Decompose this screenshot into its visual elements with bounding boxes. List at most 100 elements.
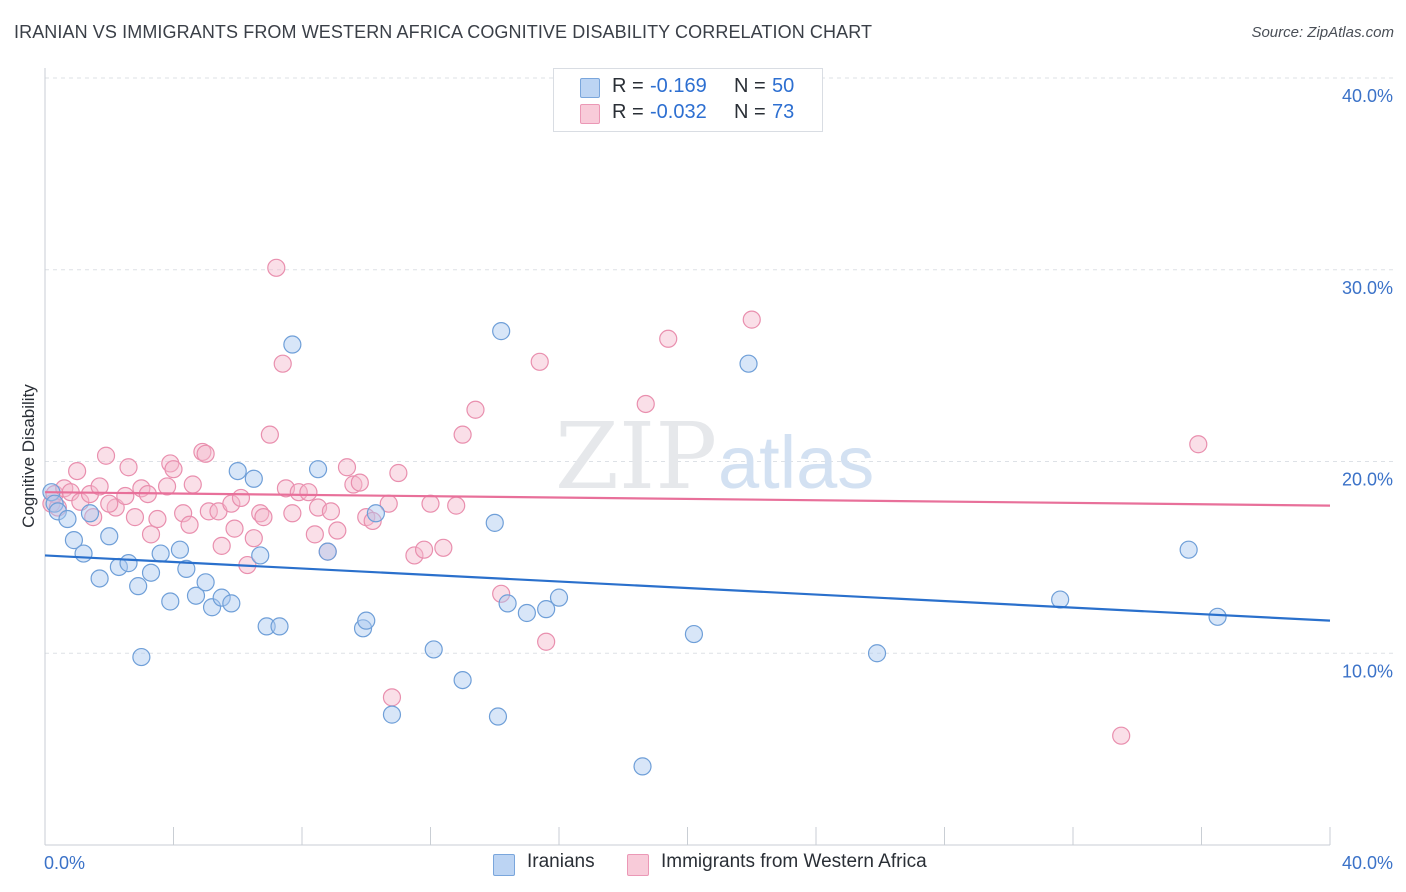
- iranian-point: [202, 598, 222, 617]
- western-africa-point: [337, 458, 357, 477]
- x-tick-label: 0.0%: [44, 853, 85, 873]
- western-africa-point: [90, 477, 109, 496]
- iranian-point: [257, 617, 276, 636]
- iranian-point: [251, 546, 270, 565]
- western-africa-point: [742, 310, 761, 329]
- iranian-point: [270, 617, 289, 636]
- western-africa-point: [199, 502, 218, 521]
- watermark: ZIP atlas: [555, 403, 874, 510]
- iranians-trend-line: [44, 554, 1331, 622]
- iranian-point: [1051, 590, 1070, 609]
- iranian-point: [244, 469, 263, 488]
- western-africa-point: [196, 444, 215, 463]
- legend-r-label: R =: [612, 101, 644, 123]
- iranian-point: [196, 573, 215, 592]
- legend-label-iranians: Iranians: [527, 851, 595, 872]
- western-africa-point: [119, 458, 138, 477]
- western-africa-point: [273, 354, 292, 373]
- iranian-point: [867, 644, 887, 663]
- iranian-point: [186, 586, 206, 605]
- western-africa-point: [434, 538, 453, 557]
- iranian-point: [537, 600, 556, 619]
- western-africa-point: [466, 400, 485, 419]
- western-africa-point: [212, 536, 231, 555]
- western-africa-point: [447, 496, 466, 515]
- iranian-point: [119, 554, 138, 573]
- western-africa-point: [148, 509, 167, 529]
- western-africa-point: [183, 475, 202, 494]
- legend-label-western-africa: Immigrants from Western Africa: [661, 851, 927, 872]
- legend-n-value: 73: [772, 101, 795, 123]
- iranian-point: [308, 460, 328, 479]
- y-tick-label: 30.0%: [1342, 278, 1393, 298]
- western-africa-point: [161, 454, 180, 473]
- western-africa-point: [96, 446, 116, 465]
- iranian-point: [177, 559, 196, 578]
- legend-swatch-blue: [493, 854, 515, 876]
- legend-r-label: R =: [612, 75, 644, 97]
- western-africa-point: [389, 463, 408, 483]
- western-africa-point: [80, 484, 100, 504]
- iranian-point: [424, 640, 443, 659]
- western-africa-point: [244, 529, 263, 548]
- western-africa-point: [344, 475, 363, 494]
- iranian-point: [382, 705, 402, 724]
- western-africa-point: [289, 483, 308, 502]
- iranian-point: [151, 544, 170, 563]
- watermark-atlas: atlas: [718, 421, 874, 504]
- iranian-point: [453, 670, 472, 690]
- iranian-point: [212, 588, 231, 607]
- iranian-point: [488, 707, 508, 726]
- western-africa-point: [260, 425, 279, 444]
- western-africa-point: [537, 632, 556, 651]
- western-africa-point: [421, 494, 440, 513]
- iranian-point: [318, 542, 337, 561]
- iranian-point: [129, 577, 148, 596]
- iranian-point: [1179, 540, 1198, 559]
- iranian-point: [549, 588, 569, 607]
- correlation-legend: R = -0.169 N = 50 R = -0.032 N = 73: [553, 68, 823, 132]
- western-africa-point: [193, 442, 212, 462]
- iranian-point: [485, 513, 504, 532]
- western-africa-point: [157, 477, 177, 496]
- western-africa-point: [453, 425, 472, 444]
- western-africa-point: [382, 688, 402, 707]
- legend-swatch-pink: [580, 104, 600, 124]
- western-africa-point: [225, 519, 244, 538]
- iranian-point: [739, 354, 758, 373]
- iranian-point: [132, 647, 151, 667]
- y-tick-label: 10.0%: [1342, 661, 1393, 681]
- western-africa-point: [350, 473, 369, 492]
- iranian-point: [228, 461, 247, 481]
- iranian-point: [283, 335, 302, 354]
- western-africa-point: [321, 502, 341, 521]
- western-africa-point: [164, 460, 183, 479]
- western-africa-point: [299, 483, 318, 502]
- iranian-point: [498, 594, 517, 613]
- western-africa-point: [254, 508, 273, 527]
- western-africa-point: [116, 486, 135, 506]
- western-africa-point: [100, 494, 119, 513]
- y-tick-label: 20.0%: [1342, 470, 1393, 490]
- iranian-point: [517, 603, 536, 623]
- y-axis-label: Cognitive Disability: [19, 384, 38, 528]
- western-africa-point: [283, 504, 302, 523]
- y-tick-label: 40.0%: [1342, 86, 1393, 106]
- trend-lines: [44, 491, 1331, 622]
- western-africa-point: [328, 521, 347, 540]
- iranian-point: [633, 757, 652, 776]
- western-africa-point: [414, 540, 434, 559]
- legend-swatch-blue: [580, 78, 600, 98]
- iranian-point: [100, 527, 119, 546]
- source-credit: Source: ZipAtlas.com: [1251, 24, 1394, 41]
- iranian-point: [48, 502, 67, 521]
- western-africa-point: [530, 352, 549, 371]
- iranian-point: [1208, 607, 1227, 626]
- iranian-point: [80, 504, 100, 523]
- chart-title: IRANIAN VS IMMIGRANTS FROM WESTERN AFRIC…: [14, 22, 873, 42]
- iranian-point: [492, 322, 511, 341]
- iranian-point: [170, 540, 190, 559]
- western-africa-point: [68, 461, 87, 481]
- western-africa-point: [231, 488, 251, 508]
- western-africa-point: [267, 258, 286, 277]
